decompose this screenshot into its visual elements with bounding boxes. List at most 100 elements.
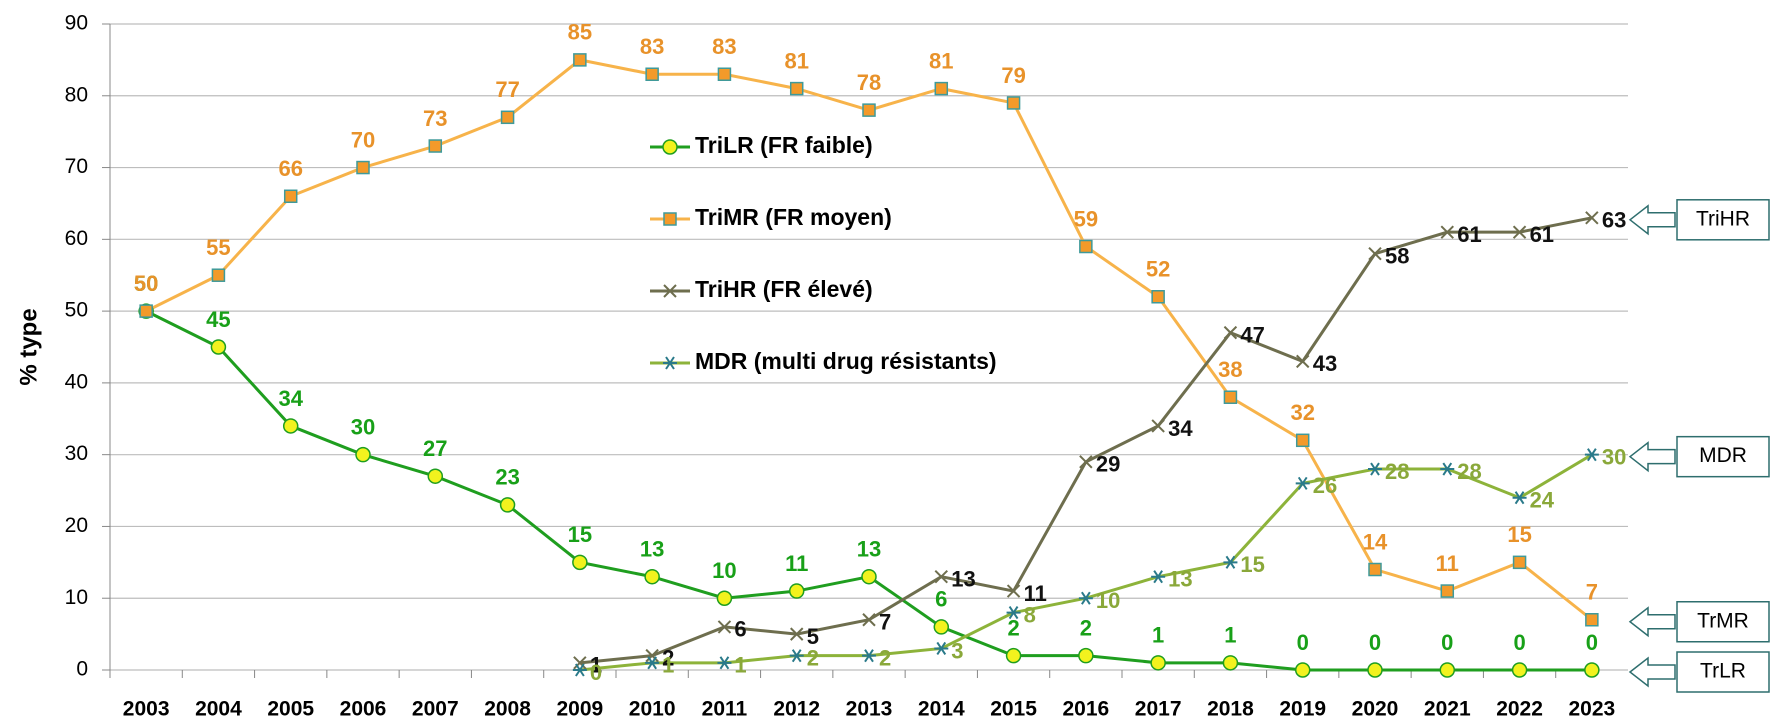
data-label: 0: [1297, 630, 1309, 655]
marker: [716, 590, 733, 606]
marker: [573, 656, 587, 670]
callout-arrow: [1628, 204, 1676, 236]
data-label: 85: [568, 20, 592, 45]
legend-label: TriHR (FR élevé): [695, 276, 873, 302]
data-label: 34: [1168, 416, 1193, 441]
marker: [573, 53, 587, 67]
data-label: 52: [1146, 257, 1170, 282]
x-tick-label: 2019: [1279, 698, 1326, 721]
marker: [283, 189, 298, 204]
data-label: 47: [1240, 322, 1264, 347]
legend-label: TriMR (FR moyen): [695, 204, 892, 230]
marker: [1150, 655, 1166, 671]
callout-box: [1676, 199, 1770, 241]
data-label: 77: [495, 77, 519, 102]
data-label: 8: [1024, 602, 1036, 627]
marker: [717, 67, 732, 81]
data-label: 2: [879, 645, 891, 670]
marker: [572, 663, 587, 677]
callout-label: TriHR: [1696, 207, 1750, 230]
marker: [1512, 555, 1527, 570]
marker: [788, 583, 805, 599]
data-label: 34: [278, 386, 303, 411]
data-label: 15: [568, 522, 592, 547]
marker: [1295, 433, 1310, 448]
callout-arrow: [1628, 441, 1676, 473]
marker: [1439, 662, 1456, 678]
data-label: 23: [495, 465, 519, 490]
x-tick-label: 2006: [340, 698, 387, 721]
data-label: 78: [857, 70, 881, 95]
data-label: 2: [1080, 615, 1092, 640]
data-label: 13: [640, 537, 664, 562]
data-label: 66: [278, 156, 302, 181]
marker: [645, 656, 660, 670]
data-label: 55: [206, 235, 230, 260]
data-label: 2: [1007, 615, 1019, 640]
marker: [934, 569, 948, 584]
data-label: 1: [1224, 623, 1236, 648]
data-label: 61: [1530, 222, 1554, 247]
data-label: 27: [423, 436, 447, 461]
marker: [1296, 354, 1310, 369]
data-label: 13: [1168, 567, 1192, 592]
marker: [355, 446, 371, 463]
data-label: 83: [640, 34, 664, 59]
x-tick-label: 2023: [1568, 698, 1615, 721]
callout-box: [1676, 601, 1770, 643]
data-label: 1: [734, 653, 746, 678]
data-label: 43: [1313, 351, 1337, 376]
marker: [1223, 555, 1238, 569]
data-label: 83: [712, 34, 736, 59]
marker: [663, 356, 677, 370]
marker: [717, 620, 732, 634]
x-tick-label: 2015: [990, 698, 1037, 721]
data-label: 15: [1240, 552, 1264, 577]
marker: [1223, 325, 1238, 340]
data-label: 50: [134, 271, 158, 296]
data-label: 29: [1096, 452, 1120, 477]
callout-label: TrLR: [1700, 660, 1746, 683]
data-label: 28: [1385, 459, 1409, 484]
data-label: 13: [951, 567, 975, 592]
data-label: 0: [1513, 630, 1525, 655]
marker: [1368, 246, 1382, 261]
data-label: 0: [590, 660, 602, 685]
data-label: 11: [785, 551, 808, 576]
marker: [499, 497, 516, 513]
data-label: 30: [351, 414, 375, 439]
marker: [862, 649, 876, 663]
marker: [210, 339, 227, 355]
marker: [1079, 455, 1093, 469]
data-label: 6: [734, 617, 746, 642]
marker: [1005, 647, 1022, 664]
marker: [662, 139, 678, 155]
y-tick-label: 90: [65, 12, 88, 35]
data-label: 61: [1457, 222, 1481, 247]
callout-box: [1676, 435, 1770, 478]
y-tick-label: 50: [65, 299, 88, 322]
marker: [1006, 584, 1021, 598]
x-tick-label: 2012: [773, 698, 820, 721]
marker: [789, 649, 804, 663]
data-label: 30: [1602, 444, 1626, 469]
marker: [663, 284, 677, 298]
marker: [1223, 390, 1238, 404]
data-label: 0: [1369, 630, 1381, 655]
x-tick-label: 2013: [846, 698, 893, 721]
callout-arrow: [1628, 606, 1676, 638]
marker: [1584, 448, 1599, 462]
x-tick-label: 2007: [412, 698, 459, 721]
y-tick-label: 70: [65, 155, 88, 178]
x-tick-label: 2022: [1496, 698, 1543, 721]
legend-label: MDR (multi drug résistants): [695, 348, 997, 374]
y-tick-label: 10: [65, 586, 88, 609]
data-label: 26: [1313, 473, 1337, 498]
data-label: 1: [662, 653, 674, 678]
y-tick-label: 0: [76, 658, 88, 681]
x-tick-label: 2009: [556, 698, 603, 721]
marker: [1078, 591, 1093, 605]
marker: [645, 648, 659, 663]
data-label: 73: [423, 106, 447, 131]
